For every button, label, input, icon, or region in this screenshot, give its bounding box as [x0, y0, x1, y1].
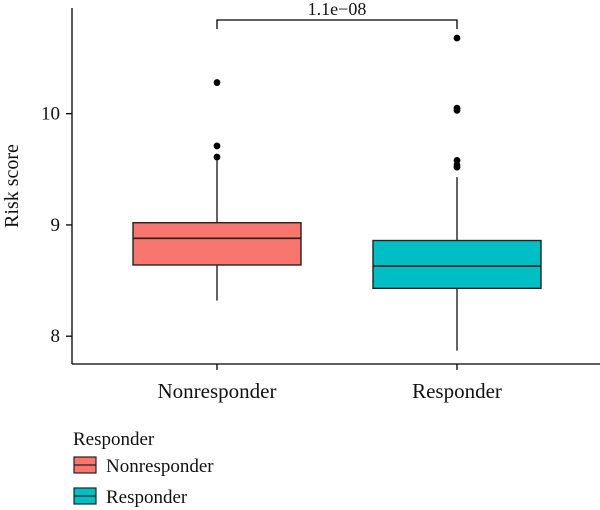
box-responder: [372, 34, 542, 351]
box-iqr: [132, 222, 302, 266]
legend-label: Nonresponder: [106, 456, 214, 477]
y-ticks: 8 9 10: [41, 104, 72, 347]
legend-label: Responder: [106, 487, 188, 508]
outlier-point: [453, 157, 461, 164]
outlier-point: [213, 153, 221, 161]
x-tick-label: Nonresponder: [158, 379, 277, 403]
outlier-point: [213, 79, 221, 86]
p-value-label: 1.1e−08: [308, 0, 367, 19]
boxes: [132, 34, 542, 351]
significance-bracket: 1.1e−08: [216, 0, 458, 29]
x-ticks: Nonresponder Responder: [158, 364, 502, 403]
x-tick-label: Responder: [412, 379, 502, 403]
legend-title: Responder: [73, 429, 155, 450]
outlier-point: [453, 34, 461, 42]
axes: Risk score: [1, 8, 600, 365]
y-tick-label: 10: [41, 104, 60, 125]
legend-item-responder: Responder: [73, 487, 188, 508]
bracket-line: [216, 19, 458, 29]
legend-item-nonresponder: Nonresponder: [73, 456, 214, 477]
y-axis-title: Risk score: [1, 144, 23, 228]
outlier-point: [213, 142, 221, 150]
y-tick-label: 9: [51, 215, 61, 236]
legend: Responder Nonresponder Responder: [73, 429, 214, 508]
box-iqr: [372, 239, 542, 290]
y-tick-label: 8: [51, 326, 61, 347]
outlier-point: [453, 104, 461, 112]
box-nonresponder: [132, 79, 302, 301]
